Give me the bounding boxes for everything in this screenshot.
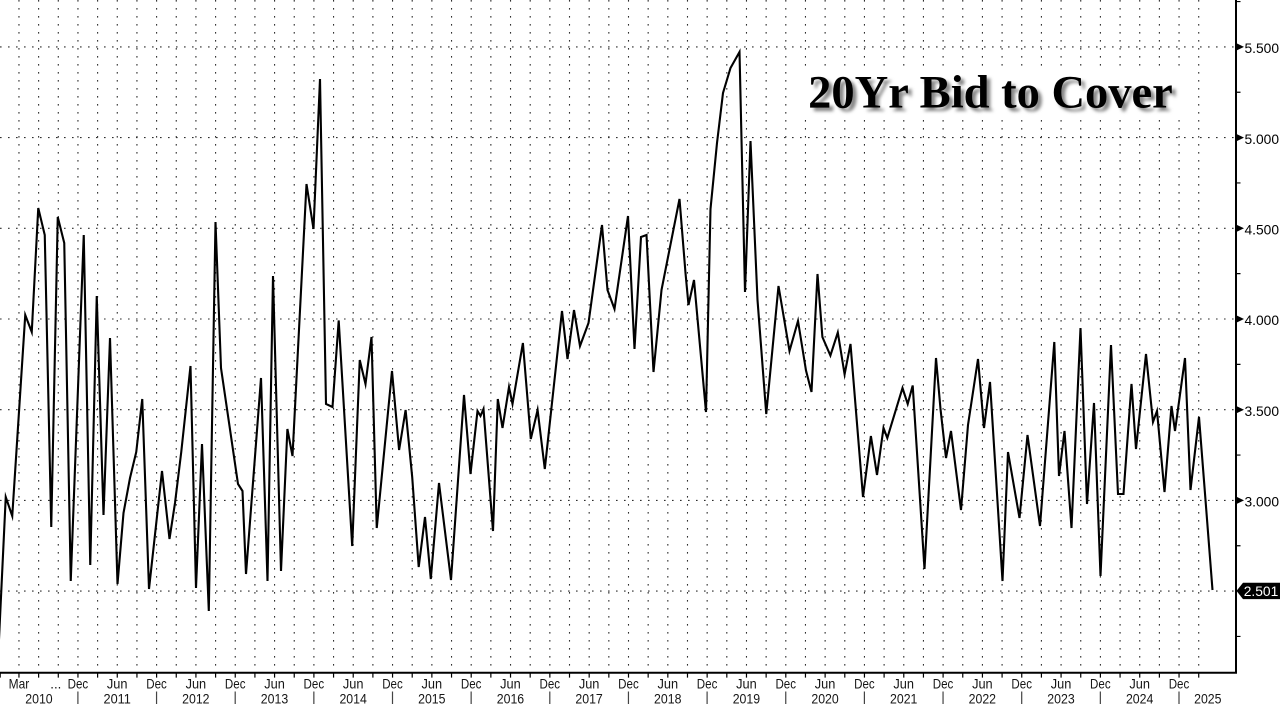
svg-text:2015: 2015 bbox=[418, 690, 446, 706]
svg-text:2019: 2019 bbox=[733, 690, 761, 706]
svg-text:Dec: Dec bbox=[146, 675, 167, 691]
svg-text:2011: 2011 bbox=[104, 690, 132, 706]
svg-text:2022: 2022 bbox=[969, 690, 997, 706]
svg-text:Jun: Jun bbox=[186, 675, 207, 691]
svg-text:20Yr Bid to Cover: 20Yr Bid to Cover bbox=[808, 68, 1173, 119]
svg-text:Jun: Jun bbox=[1129, 675, 1150, 691]
svg-text:Jun: Jun bbox=[264, 675, 285, 691]
svg-text:3.500: 3.500 bbox=[1245, 404, 1280, 419]
svg-text:Jun: Jun bbox=[815, 675, 836, 691]
svg-text:Mar: Mar bbox=[9, 675, 30, 691]
svg-text:Dec: Dec bbox=[225, 675, 246, 691]
svg-text:2017: 2017 bbox=[575, 690, 603, 706]
svg-text:Jun: Jun bbox=[736, 675, 757, 691]
svg-text:3.000: 3.000 bbox=[1245, 495, 1280, 510]
svg-text:2010: 2010 bbox=[25, 690, 53, 706]
svg-text:Dec: Dec bbox=[618, 675, 639, 691]
svg-text:2.501: 2.501 bbox=[1244, 584, 1279, 599]
svg-text:Dec: Dec bbox=[933, 675, 954, 691]
svg-text:Dec: Dec bbox=[382, 675, 403, 691]
svg-text:Jun: Jun bbox=[422, 675, 443, 691]
svg-text:Jun: Jun bbox=[107, 675, 128, 691]
svg-text:Jun: Jun bbox=[657, 675, 678, 691]
svg-text:5.000: 5.000 bbox=[1245, 132, 1280, 147]
svg-text:Jun: Jun bbox=[1051, 675, 1072, 691]
svg-text:4.500: 4.500 bbox=[1245, 223, 1280, 238]
svg-text:...: ... bbox=[50, 675, 61, 691]
svg-text:Dec: Dec bbox=[540, 675, 561, 691]
svg-text:2021: 2021 bbox=[890, 690, 918, 706]
svg-text:2018: 2018 bbox=[654, 690, 682, 706]
svg-text:Dec: Dec bbox=[461, 675, 482, 691]
svg-text:2023: 2023 bbox=[1047, 690, 1075, 706]
svg-text:Dec: Dec bbox=[854, 675, 875, 691]
svg-text:Jun: Jun bbox=[343, 675, 364, 691]
svg-text:2012: 2012 bbox=[182, 690, 210, 706]
svg-text:2013: 2013 bbox=[261, 690, 289, 706]
svg-text:Dec: Dec bbox=[1011, 675, 1032, 691]
svg-text:Jun: Jun bbox=[893, 675, 914, 691]
svg-text:Jun: Jun bbox=[500, 675, 521, 691]
svg-text:Dec: Dec bbox=[68, 675, 89, 691]
svg-text:Dec: Dec bbox=[697, 675, 718, 691]
svg-text:5.500: 5.500 bbox=[1245, 41, 1280, 56]
svg-text:2024: 2024 bbox=[1126, 690, 1154, 706]
svg-text:20Yr Bid to Cover: 20Yr Bid to Cover bbox=[812, 71, 1177, 122]
svg-text:2016: 2016 bbox=[497, 690, 525, 706]
svg-text:Dec: Dec bbox=[304, 675, 325, 691]
svg-text:2025: 2025 bbox=[1194, 690, 1222, 706]
svg-text:2014: 2014 bbox=[339, 690, 367, 706]
svg-text:Jun: Jun bbox=[579, 675, 600, 691]
svg-text:4.000: 4.000 bbox=[1245, 313, 1280, 328]
svg-text:Dec: Dec bbox=[1090, 675, 1111, 691]
svg-text:Dec: Dec bbox=[775, 675, 796, 691]
svg-text:2020: 2020 bbox=[811, 690, 839, 706]
svg-text:Jun: Jun bbox=[972, 675, 993, 691]
svg-text:Dec: Dec bbox=[1169, 675, 1190, 691]
